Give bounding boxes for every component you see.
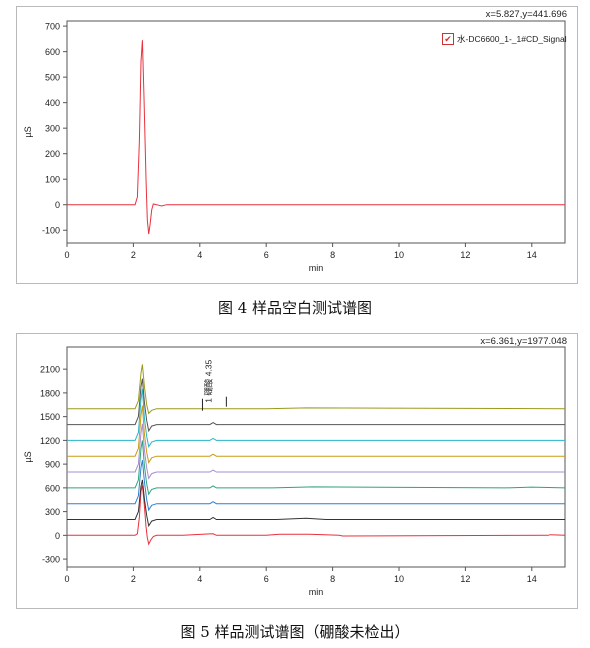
blank-chromatogram-plot[interactable]: -100 0 100 200 300 400 500 600 700 0 2 4 6 8 10 12 14 min… bbox=[17, 7, 577, 283]
legend-label: 水-DC6600_1-_1#CD_Signal bbox=[457, 34, 567, 44]
y-tick-label: 1200 bbox=[40, 436, 60, 446]
y-tick-label: 1800 bbox=[40, 388, 60, 398]
x-tick-label: 8 bbox=[330, 250, 335, 260]
x-tick-label: 6 bbox=[264, 250, 269, 260]
y-tick-label: 2100 bbox=[40, 365, 60, 375]
series-line-6 bbox=[67, 405, 565, 464]
x-tick-label: 10 bbox=[394, 250, 404, 260]
plot-frame bbox=[66, 346, 566, 568]
series-line-4 bbox=[67, 440, 566, 496]
y-tick-label: -100 bbox=[42, 226, 60, 236]
x-tick-label: 8 bbox=[330, 574, 335, 584]
x-tick-label: 0 bbox=[64, 574, 69, 584]
y-tick-label: 300 bbox=[45, 507, 60, 517]
y-tick-label: 900 bbox=[45, 460, 60, 470]
chart-panel-blank: x=5.827,y=441.696 ✔ 水-DC6600_1-_1#CD_Sig… bbox=[16, 6, 578, 284]
sample-chromatogram-plot[interactable]: -300 0 300 600 900 1200 1500 1800 2100 0 2 4 6 8 10 12 1… bbox=[17, 334, 577, 608]
series-line-3 bbox=[67, 460, 565, 512]
series-line-5 bbox=[67, 423, 565, 480]
series-line-1 bbox=[67, 485, 566, 546]
y-tick-label: 400 bbox=[45, 98, 60, 108]
series-line-2 bbox=[67, 479, 565, 528]
series-line-1 bbox=[67, 40, 565, 235]
y-tick-label: 0 bbox=[55, 200, 60, 210]
y-axis-label: µS bbox=[23, 126, 33, 137]
x-tick-label: 12 bbox=[460, 250, 470, 260]
x-tick-label: 10 bbox=[394, 574, 404, 584]
y-tick-label: 200 bbox=[45, 149, 60, 159]
y-tick-label: 100 bbox=[45, 175, 60, 185]
y-tick-label: 1500 bbox=[40, 412, 60, 422]
y-tick-label: 500 bbox=[45, 73, 60, 83]
x-tick-label: 14 bbox=[527, 250, 537, 260]
figure-caption-5: 图 5 样品测试谱图（硼酸未检出） bbox=[180, 623, 410, 641]
y-tick-label: 700 bbox=[45, 22, 60, 32]
cursor-readout: x=5.827,y=441.696 bbox=[485, 9, 567, 20]
y-tick-label: 300 bbox=[45, 124, 60, 134]
legend-entry[interactable]: ✔ 水-DC6600_1-_1#CD_Signal bbox=[442, 33, 567, 45]
y-tick-label: 0 bbox=[55, 531, 60, 541]
figure-caption-4: 图 4 样品空白测试谱图 bbox=[217, 299, 373, 317]
x-tick-label: 2 bbox=[131, 250, 136, 260]
x-tick-label: 6 bbox=[264, 574, 269, 584]
y-tick-label: 600 bbox=[45, 483, 60, 493]
x-tick-label: 2 bbox=[131, 574, 136, 584]
series-line-7 bbox=[67, 388, 565, 449]
peak-annotation-label: 1 硼酸 4.35 bbox=[203, 359, 213, 402]
x-tick-label: 4 bbox=[197, 574, 202, 584]
y-tick-label: -300 bbox=[42, 555, 60, 565]
x-axis-label: min bbox=[309, 263, 324, 273]
y-axis-label: µS bbox=[23, 451, 33, 462]
x-axis-label: min bbox=[309, 587, 324, 597]
series-line-8 bbox=[67, 378, 565, 433]
plot-frame bbox=[66, 20, 566, 244]
cursor-readout: x=6.361,y=1977.048 bbox=[480, 336, 567, 347]
chart-panel-sample: x=6.361,y=1977.048 -300 0 300 600 900 1200 150… bbox=[16, 333, 578, 609]
legend-checkbox-icon[interactable]: ✔ bbox=[442, 33, 454, 45]
x-tick-label: 12 bbox=[460, 574, 470, 584]
x-tick-label: 0 bbox=[64, 250, 69, 260]
x-tick-label: 14 bbox=[527, 574, 537, 584]
y-tick-label: 600 bbox=[45, 47, 60, 57]
series-line-9 bbox=[67, 364, 566, 415]
x-tick-label: 4 bbox=[197, 250, 202, 260]
